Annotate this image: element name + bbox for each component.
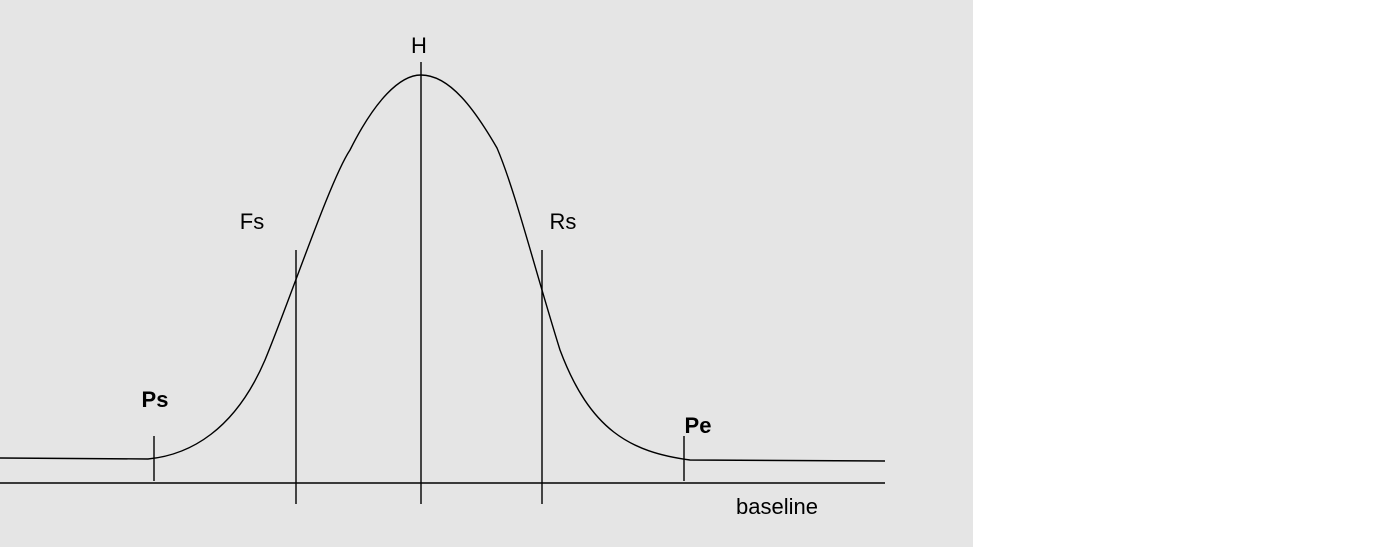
pe-label: Pe [685, 413, 712, 438]
h-label: H [411, 33, 427, 58]
rs-label: Rs [550, 209, 577, 234]
background [0, 0, 973, 547]
ps-label: Ps [142, 387, 169, 412]
baseline-label: baseline [736, 494, 818, 519]
fs-label: Fs [240, 209, 264, 234]
